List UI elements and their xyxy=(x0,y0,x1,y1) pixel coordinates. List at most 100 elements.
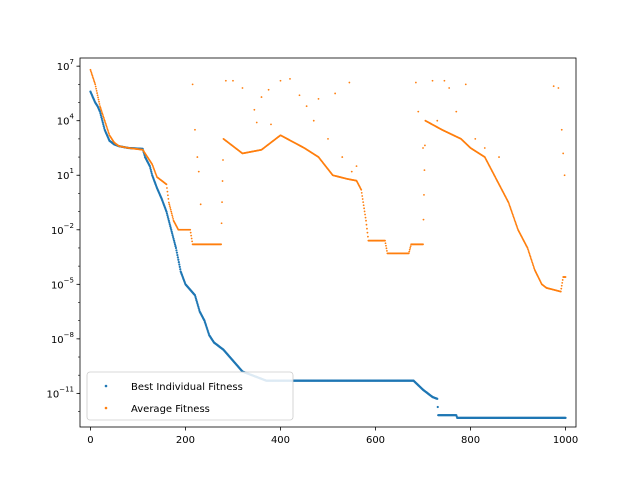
data-point xyxy=(93,80,96,83)
data-point xyxy=(101,119,104,122)
plot-area xyxy=(79,57,577,428)
data-point xyxy=(95,90,98,92)
data-point xyxy=(174,245,177,248)
data-point xyxy=(422,243,424,246)
data-point xyxy=(564,416,567,420)
data-point xyxy=(102,115,105,118)
data-point xyxy=(367,235,369,238)
data-point xyxy=(94,83,97,86)
data-point xyxy=(177,258,180,261)
data-point xyxy=(103,126,106,130)
data-point xyxy=(513,217,516,220)
data-point xyxy=(455,110,458,113)
data-point xyxy=(99,112,102,115)
data-point xyxy=(361,195,364,197)
data-point xyxy=(509,205,511,208)
data-point xyxy=(279,79,282,82)
data-point xyxy=(175,249,178,252)
data-point xyxy=(514,220,517,223)
data-point xyxy=(529,254,531,257)
data-point xyxy=(104,121,107,124)
data-point xyxy=(348,81,351,84)
data-point xyxy=(512,216,515,219)
data-point xyxy=(166,214,169,217)
axes-frame xyxy=(79,57,577,428)
data-point xyxy=(508,204,511,207)
data-point xyxy=(99,114,102,117)
data-point xyxy=(150,172,153,175)
data-point xyxy=(365,223,368,226)
data-point xyxy=(221,180,224,182)
data-point xyxy=(511,213,514,216)
data-point xyxy=(560,287,563,290)
x-tick-label: 400 xyxy=(271,435,290,446)
data-point xyxy=(407,252,410,255)
data-point xyxy=(559,290,562,293)
data-point xyxy=(165,210,168,213)
y-tick-label: 10−8 xyxy=(51,331,74,346)
x-tick-label: 600 xyxy=(366,435,385,446)
data-point xyxy=(529,255,532,258)
data-point xyxy=(170,228,173,231)
data-point xyxy=(528,252,531,255)
data-point xyxy=(341,156,344,158)
x-tick-label: 0 xyxy=(87,435,93,446)
data-point xyxy=(179,268,182,271)
data-point xyxy=(169,226,172,230)
data-point xyxy=(531,263,534,265)
data-point xyxy=(327,137,329,140)
y-tick-label: 107 xyxy=(57,58,74,73)
data-point xyxy=(171,216,174,218)
data-point xyxy=(530,258,533,261)
data-point xyxy=(149,168,152,171)
data-point xyxy=(560,284,563,287)
data-point xyxy=(166,187,168,189)
data-point xyxy=(510,211,513,213)
data-point xyxy=(560,128,563,131)
data-point xyxy=(191,83,194,86)
data-point xyxy=(409,247,412,249)
data-point xyxy=(516,227,519,230)
data-point xyxy=(422,147,424,149)
data-point xyxy=(512,215,515,218)
data-point xyxy=(194,128,196,131)
data-point xyxy=(167,217,170,220)
data-point xyxy=(97,98,100,101)
data-point xyxy=(167,219,170,222)
legend: Best Individual Fitness Average Fitness xyxy=(86,371,294,421)
data-point xyxy=(483,147,486,149)
data-point xyxy=(199,203,202,206)
data-point xyxy=(106,128,109,131)
y-tick-label: 10−5 xyxy=(51,276,74,291)
data-point xyxy=(443,79,446,82)
data-point xyxy=(108,132,110,135)
data-point xyxy=(514,222,517,224)
data-point xyxy=(150,170,153,173)
data-point xyxy=(167,201,170,204)
data-point xyxy=(221,201,223,204)
data-point xyxy=(364,216,367,219)
data-point xyxy=(527,249,530,252)
data-point xyxy=(552,85,555,88)
data-point xyxy=(165,183,168,186)
data-point xyxy=(100,111,103,113)
data-point xyxy=(197,170,200,173)
data-point xyxy=(532,265,535,268)
data-point xyxy=(99,105,101,108)
series-average-fitness xyxy=(89,68,567,293)
data-point xyxy=(253,108,256,111)
data-point xyxy=(94,85,97,88)
data-point xyxy=(414,81,417,84)
legend-box xyxy=(86,371,294,421)
data-point xyxy=(169,225,172,228)
x-tick-label: 1000 xyxy=(553,435,578,446)
data-point xyxy=(168,223,171,226)
data-point xyxy=(191,240,194,243)
data-point xyxy=(178,265,181,268)
data-point xyxy=(516,226,518,228)
data-point xyxy=(305,105,308,108)
data-point xyxy=(448,87,451,89)
data-point xyxy=(220,243,223,246)
data-point xyxy=(106,127,108,129)
data-point xyxy=(363,207,366,210)
